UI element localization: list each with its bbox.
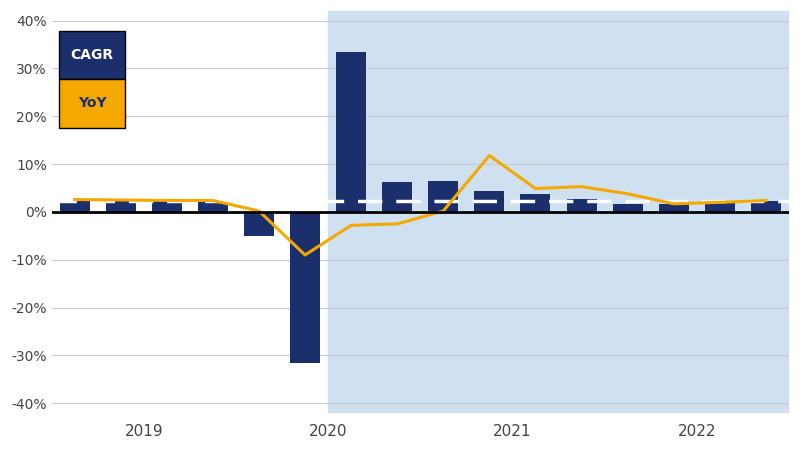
Bar [382,182,412,212]
Bar [152,202,182,212]
Bar [198,202,228,212]
Bar [328,11,789,413]
Bar [474,191,504,212]
Text: CAGR: CAGR [70,48,114,62]
Bar [521,194,550,212]
Bar [244,212,274,236]
Bar [613,204,642,212]
Bar [106,201,136,212]
Bar [428,181,458,212]
Bar [658,204,689,212]
Text: YoY: YoY [78,96,106,111]
Bar [751,202,781,212]
Bar [60,200,90,212]
FancyBboxPatch shape [59,31,126,79]
Bar [705,202,734,212]
FancyBboxPatch shape [59,79,126,128]
Bar [566,199,597,212]
Bar [336,52,366,212]
Bar [290,212,320,363]
